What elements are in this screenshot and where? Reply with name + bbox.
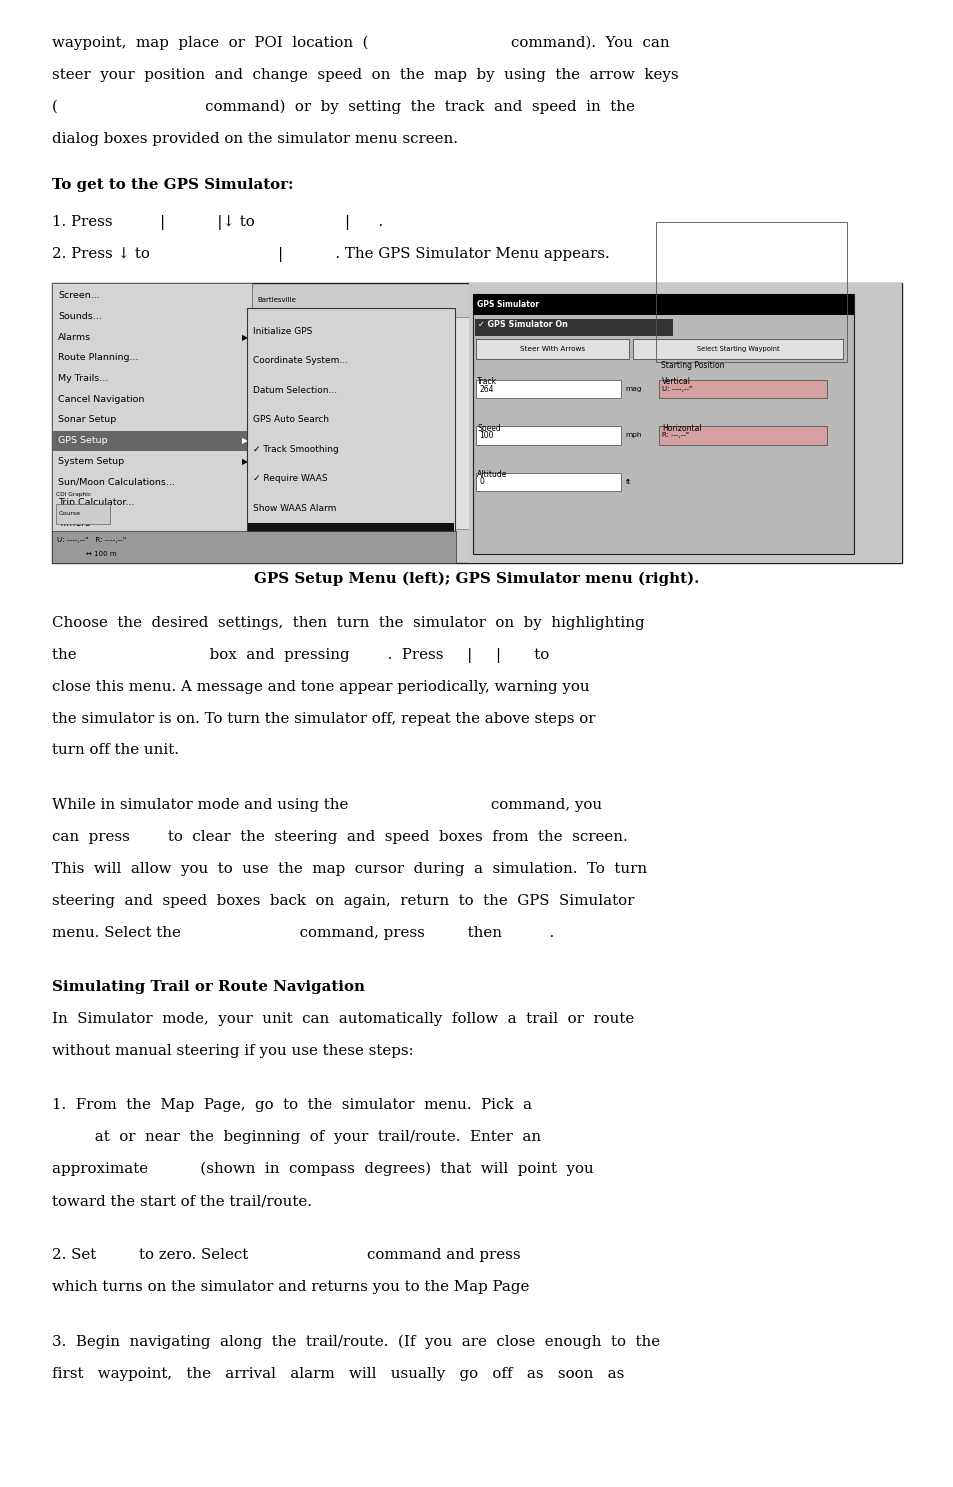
Text: Cancel Navigation: Cancel Navigation [58, 394, 145, 404]
Bar [656, 223, 846, 363]
Bar [252, 317, 468, 529]
Text: dialog boxes provided on the simulator menu screen.: dialog boxes provided on the simulator m… [52, 131, 458, 146]
Text: steering  and  speed  boxes  back  on  again,  return  to  the  GPS  Simulator: steering and speed boxes back on again, … [52, 894, 634, 907]
Text: Simulating Trail or Route Navigation: Simulating Trail or Route Navigation [52, 980, 365, 993]
Text: ✓ Track Smoothing: ✓ Track Smoothing [253, 445, 338, 454]
Text: at  or  near  the  beginning  of  your  trail/route.  Enter  an: at or near the beginning of your trail/r… [52, 1130, 541, 1144]
Text: mph: mph [625, 433, 641, 439]
Text: Vertical: Vertical [661, 378, 690, 387]
Text: This  will  allow  you  to  use  the  map  cursor  during  a  simulation.  To  t: This will allow you to use the map curso… [52, 861, 647, 876]
Text: Browse MMC Files...: Browse MMC Files... [58, 540, 152, 549]
Text: the simulator is on. To turn the simulator off, repeat the above steps or: the simulator is on. To turn the simulat… [52, 711, 596, 726]
Text: Route Planning...: Route Planning... [58, 354, 138, 363]
Text: Bartlesville: Bartlesville [256, 297, 295, 303]
Text: ↔ 100 m: ↔ 100 m [86, 550, 116, 556]
Bar [473, 294, 854, 315]
Text: approximate           (shown  in  compass  degrees)  that  will  point  you: approximate (shown in compass degrees) t… [52, 1161, 594, 1176]
Text: GPS Auto Search: GPS Auto Search [253, 415, 329, 424]
Bar [52, 283, 901, 562]
Text: Course: Course [58, 512, 80, 516]
Text: 2. Press ↓ to                           |           . The GPS Simulator Menu app: 2. Press ↓ to | . The GPS Simulator Menu… [52, 247, 610, 262]
Text: System Setup: System Setup [58, 457, 124, 465]
Text: Screen...: Screen... [58, 291, 100, 300]
Text: GPS Setup: GPS Setup [58, 436, 108, 445]
Text: Starting Position: Starting Position [660, 361, 723, 370]
Text: ▶: ▶ [242, 333, 248, 342]
Bar [659, 381, 826, 399]
Bar [476, 473, 620, 491]
Text: U: ----,--": U: ----,--" [661, 387, 691, 393]
Text: ft: ft [625, 479, 631, 485]
Bar [53, 431, 251, 451]
Text: first   waypoint,   the   arrival   alarm   will   usually   go   off   as   soo: first waypoint, the arrival alarm will u… [52, 1367, 624, 1380]
Text: waypoint,  map  place  or  POI  location  (                              command: waypoint, map place or POI location ( co… [52, 36, 669, 51]
Text: Speed: Speed [476, 424, 500, 433]
Text: 100: 100 [478, 431, 493, 440]
Text: Track: Track [476, 378, 497, 387]
Bar [476, 427, 620, 445]
Text: without manual steering if you use these steps:: without manual steering if you use these… [52, 1044, 414, 1057]
Text: Initialize GPS: Initialize GPS [253, 327, 313, 336]
Bar [659, 427, 826, 445]
Bar [248, 523, 454, 552]
Text: R: ---,--": R: ---,--" [661, 433, 688, 439]
Bar [56, 504, 111, 523]
Bar [476, 381, 620, 399]
Text: Sonar Setup: Sonar Setup [58, 415, 116, 424]
Text: U: ----,--"   R: ----,--": U: ----,--" R: ----,--" [57, 537, 127, 543]
Text: Alarms: Alarms [58, 333, 91, 342]
Text: Horizontal: Horizontal [661, 424, 700, 433]
Text: To get to the GPS Simulator:: To get to the GPS Simulator: [52, 178, 294, 192]
Text: ▶: ▶ [242, 457, 248, 465]
Bar [633, 339, 842, 360]
Text: Timers: Timers [58, 519, 91, 528]
Text: 0: 0 [478, 477, 483, 486]
Bar [473, 294, 854, 555]
Bar [52, 531, 456, 562]
Text: steer  your  position  and  change  speed  on  the  map  by  using  the  arrow  : steer your position and change speed on … [52, 67, 679, 82]
Text: ✓ Require WAAS: ✓ Require WAAS [253, 474, 328, 483]
Text: CDI Graphic: CDI Graphic [56, 492, 91, 497]
Text: 3.  Begin  navigating  along  the  trail/route.  (If  you  are  close  enough  t: 3. Begin navigating along the trail/rout… [52, 1334, 659, 1349]
Text: In  Simulator  mode,  your  unit  can  automatically  follow  a  trail  or  rout: In Simulator mode, your unit can automat… [52, 1011, 634, 1026]
Text: 264: 264 [478, 385, 493, 394]
Text: 1.  From  the  Map  Page,  go  to  the  simulator  menu.  Pick  a: 1. From the Map Page, go to the simulato… [52, 1097, 532, 1112]
Bar [247, 308, 455, 561]
Text: My Trails...: My Trails... [58, 375, 109, 384]
Text: Altitude: Altitude [476, 470, 507, 479]
Text: Choose  the  desired  settings,  then  turn  the  simulator  on  by  highlightin: Choose the desired settings, then turn t… [52, 616, 644, 629]
Text: ✓ GPS Simulator On: ✓ GPS Simulator On [477, 320, 567, 329]
Text: mag: mag [625, 387, 641, 393]
Bar [475, 318, 673, 336]
Text: menu. Select the                         command, press         then          .: menu. Select the command, press then . [52, 925, 554, 940]
Text: Steer With Arrows: Steer With Arrows [519, 346, 584, 352]
Text: GPS Setup Menu (left); GPS Simulator menu (right).: GPS Setup Menu (left); GPS Simulator men… [254, 571, 699, 586]
Text: the                            box  and  pressing        .  Press     |     |   : the box and pressing . Press | | [52, 647, 549, 663]
Text: Sounds...: Sounds... [58, 312, 102, 321]
Text: Trip Calculator...: Trip Calculator... [58, 498, 134, 507]
Text: Select Starting Waypoint: Select Starting Waypoint [696, 346, 779, 352]
Bar [476, 339, 628, 360]
Text: ▶: ▶ [242, 436, 248, 445]
Text: Show WAAS Alarm: Show WAAS Alarm [253, 504, 336, 513]
Text: (                               command)  or  by  setting  the  track  and  spee: ( command) or by setting the track and s… [52, 100, 635, 114]
Bar [468, 283, 901, 562]
Text: close this menu. A message and tone appear periodically, warning you: close this menu. A message and tone appe… [52, 680, 590, 693]
Text: While in simulator mode and using the                              command, you: While in simulator mode and using the co… [52, 797, 602, 812]
Text: can  press        to  clear  the  steering  and  speed  boxes  from  the  screen: can press to clear the steering and spee… [52, 830, 628, 843]
Text: toward the start of the trail/route.: toward the start of the trail/route. [52, 1194, 313, 1207]
Bar [52, 283, 252, 562]
Text: 1. Press          |           |↓ to                   |      .: 1. Press | |↓ to | . [52, 214, 383, 230]
Text: GPS Simulator...: GPS Simulator... [253, 532, 325, 543]
Text: 2. Set         to zero. Select                         command and press: 2. Set to zero. Select command and press [52, 1248, 520, 1262]
Text: Sun/Moon Calculations...: Sun/Moon Calculations... [58, 477, 175, 486]
Text: Datum Selection...: Datum Selection... [253, 387, 337, 396]
Text: which turns on the simulator and returns you to the Map Page: which turns on the simulator and returns… [52, 1280, 529, 1294]
Text: Coordinate System...: Coordinate System... [253, 357, 348, 366]
Text: GPS Simulator: GPS Simulator [476, 300, 538, 309]
Text: turn off the unit.: turn off the unit. [52, 744, 179, 757]
